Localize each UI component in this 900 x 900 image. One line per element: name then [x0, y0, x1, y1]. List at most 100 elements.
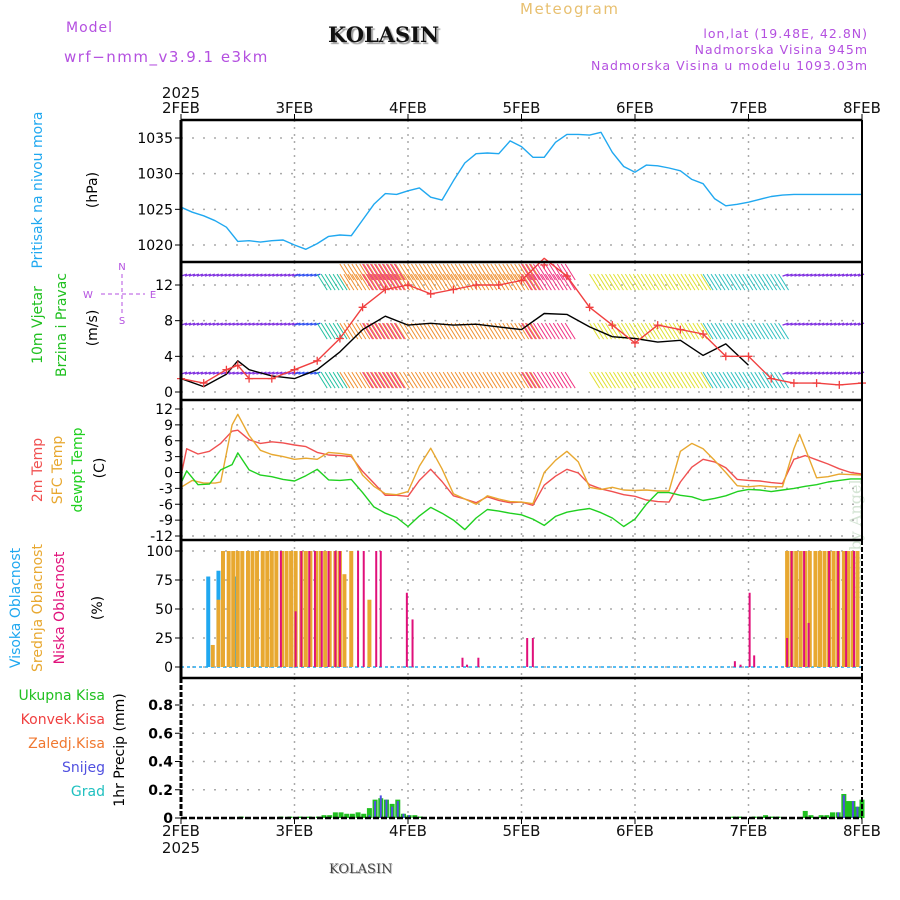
- wind-barb: [664, 273, 676, 291]
- cloud-mid-bar: [841, 551, 846, 667]
- wind-barb: [224, 273, 231, 277]
- wind-barb: [366, 263, 377, 281]
- wind-barb: [244, 273, 251, 277]
- wind-barb: [306, 273, 313, 277]
- cloud-mid-bar: [220, 551, 225, 667]
- wind-gust-marker: [767, 374, 776, 383]
- precip-snow-bar: [856, 806, 859, 818]
- wind-barb: [442, 322, 454, 340]
- wind-barb: [302, 371, 309, 375]
- wind-barb: [391, 371, 402, 389]
- precip-rain-bar: [349, 813, 355, 818]
- wind-barb: [714, 371, 726, 389]
- precip-rain-bar: [417, 816, 423, 818]
- wind-barb: [597, 273, 608, 291]
- wind-barb: [316, 371, 328, 389]
- wind-barb: [399, 322, 410, 340]
- wind-barb: [730, 322, 742, 340]
- cloud-mid-bar: [327, 551, 332, 667]
- wind-barb: [548, 273, 560, 291]
- wind-barb: [770, 273, 782, 291]
- precip-rain-bar: [736, 816, 742, 818]
- wind-barb: [540, 263, 552, 281]
- wind-barb: [540, 322, 552, 340]
- wind-barb: [521, 273, 532, 291]
- wind-barb: [403, 263, 414, 281]
- wind-barb: [272, 322, 279, 326]
- wind-barb: [510, 322, 522, 340]
- wind-barb: [529, 273, 540, 291]
- wind-barb: [540, 273, 552, 291]
- wind-barb: [438, 273, 450, 291]
- wind-barb: [498, 273, 510, 291]
- wind-barb: [730, 273, 742, 291]
- wind-barb: [536, 263, 548, 281]
- cloud-low-bar: [807, 622, 810, 667]
- wind-barb: [640, 371, 652, 389]
- wind-barb: [276, 322, 283, 326]
- wind-barb: [438, 263, 450, 281]
- wind-barb: [414, 322, 426, 340]
- wind-barb: [486, 273, 498, 291]
- wind-barb: [316, 273, 328, 291]
- y-tick-label: 75: [155, 573, 173, 589]
- wind-barb: [391, 273, 402, 291]
- wind-barb: [328, 273, 340, 291]
- wind-barb: [320, 322, 332, 340]
- y-tick-label: 12: [155, 402, 173, 418]
- wind-barb: [548, 263, 560, 281]
- wind-barb: [236, 371, 243, 375]
- wind-barb: [208, 273, 216, 277]
- cloud-mid-bar: [255, 551, 260, 667]
- temp-2m-line: [180, 429, 863, 506]
- wind-barb: [422, 273, 434, 291]
- cloud-mid-bar: [785, 551, 790, 667]
- wind-barb: [605, 371, 616, 389]
- wind-barb: [593, 273, 604, 291]
- wind-barb: [746, 273, 758, 291]
- wind-barb: [790, 322, 797, 326]
- wind-barb: [609, 371, 620, 389]
- wind-barb: [798, 371, 805, 375]
- wind-title-1: 10m Vjetar: [30, 286, 46, 364]
- wind-barb: [426, 273, 438, 291]
- wind-barb: [692, 371, 704, 389]
- wind-barb: [620, 322, 632, 340]
- wind-barb: [240, 322, 247, 326]
- wind-barb: [706, 273, 718, 291]
- wind-barb: [656, 273, 668, 291]
- wind-barb: [434, 273, 446, 291]
- wind-barb: [375, 371, 387, 389]
- wind-barb: [366, 371, 377, 389]
- wind-barb: [624, 322, 636, 340]
- wind-barb: [260, 273, 267, 277]
- wind-barb: [802, 273, 809, 277]
- wind-gust-marker: [585, 303, 594, 312]
- cloud-mid-bar: [245, 551, 250, 667]
- cloud-mid-bar: [269, 551, 274, 667]
- wind-barb: [306, 322, 313, 326]
- wind-barb: [648, 371, 660, 389]
- wind-barb: [298, 322, 305, 326]
- wind-barb: [770, 322, 782, 340]
- cloud-mid-bar: [803, 551, 808, 667]
- cloud-mid-bar: [855, 551, 860, 667]
- wind-barb: [284, 273, 291, 277]
- wind-barb: [802, 322, 809, 326]
- y-tick-label: 4: [164, 349, 173, 365]
- wind-barb: [806, 322, 813, 326]
- wind-barb: [248, 371, 255, 375]
- wind-barb: [849, 371, 857, 375]
- wind-barb: [684, 371, 696, 389]
- wind-barb: [564, 371, 576, 389]
- wind-barb: [410, 371, 422, 389]
- wind-barb: [374, 322, 385, 340]
- wind-barb: [228, 322, 235, 326]
- wind-barb: [692, 322, 704, 340]
- wind-barb: [414, 273, 426, 291]
- wind-barb: [544, 263, 556, 281]
- wind-barb: [430, 263, 442, 281]
- wind-barb: [814, 371, 821, 375]
- wind-barb: [601, 322, 612, 340]
- wind-barb: [212, 273, 219, 277]
